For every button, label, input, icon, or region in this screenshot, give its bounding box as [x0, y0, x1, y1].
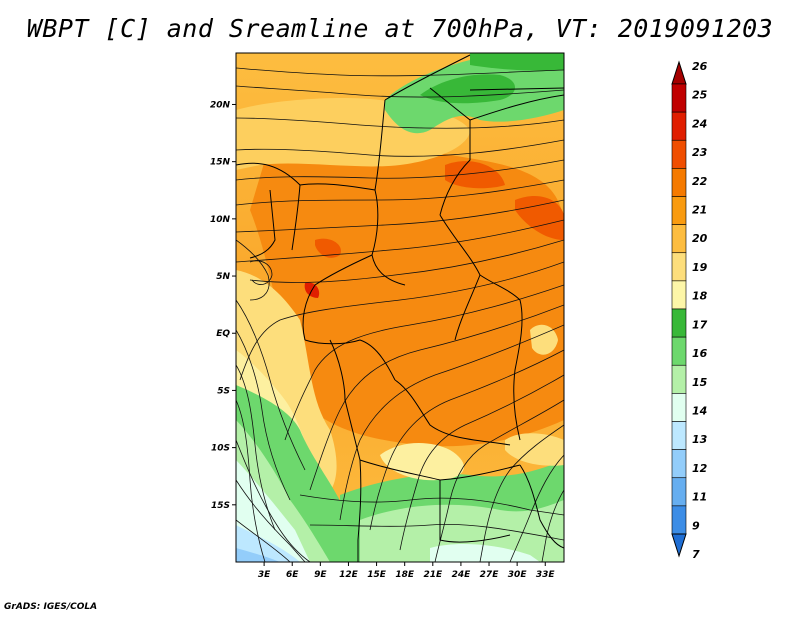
colorbar-swatch [671, 224, 687, 254]
colorbar: 26 25 24 23 22 21 20 19 18 17 16 15 14 13 12 11 9 7 [671, 60, 708, 561]
footer-credit: GrADS: IGES/COLA [4, 602, 98, 612]
lat-label: 20N [210, 100, 231, 110]
streamlines [236, 67, 564, 562]
colorbar-swatch [671, 280, 687, 310]
colorbar-swatch [671, 393, 687, 422]
colorbar-swatch [671, 336, 687, 366]
lon-label: 21E [423, 570, 443, 580]
lon-label: 30E [508, 570, 528, 580]
colorbar-label: 19 [692, 261, 708, 274]
colorbar-label: 13 [692, 433, 708, 446]
colorbar-label: 26 [692, 60, 708, 73]
lat-label: EQ [216, 329, 230, 339]
lat-label: 15N [210, 158, 231, 168]
map-title: WBPT [C] and Sreamline at 700hPa, VT: 20… [26, 14, 774, 43]
colorbar-swatch [671, 168, 687, 197]
country-borders [236, 54, 564, 562]
lon-label: 27E [480, 570, 500, 580]
colorbar-swatch [671, 83, 687, 113]
colorbar-label: 7 [692, 548, 700, 561]
wbpt-field [236, 53, 564, 562]
colorbar-swatch [671, 421, 687, 450]
colorbar-swatch [671, 139, 687, 169]
lon-label: 6E [286, 570, 299, 580]
lon-label: 24E [452, 570, 472, 580]
lon-label: 15E [367, 570, 387, 580]
colorbar-swatch [671, 477, 687, 507]
lat-label: 5N [216, 272, 230, 282]
lon-label: 12E [339, 570, 359, 580]
colorbar-swatch [671, 449, 687, 479]
colorbar-bottom-arrow [671, 533, 687, 558]
colorbar-swatch [671, 505, 687, 535]
colorbar-label: 11 [692, 491, 707, 504]
colorbar-swatch [671, 252, 687, 282]
colorbar-label: 22 [692, 175, 708, 188]
colorbar-label: 15 [692, 376, 708, 389]
lon-label: 18E [395, 570, 415, 580]
longitude-axis: 3E 6E 9E 12E 15E 18E 21E 24E 27E 30E 33E [258, 562, 556, 580]
colorbar-swatch [671, 364, 687, 394]
colorbar-label: 23 [692, 146, 708, 159]
colorbar-label: 18 [692, 290, 708, 303]
map-frame [235, 52, 565, 563]
colorbar-label: 20 [692, 232, 708, 245]
colorbar-swatch [671, 111, 687, 141]
latitude-axis: 20N 15N 10N 5N EQ 5S 10S 15S [210, 100, 236, 511]
lat-label: 5S [217, 386, 230, 396]
colorbar-label: 24 [692, 117, 707, 130]
colorbar-top-arrow [671, 60, 687, 85]
lon-label: 9E [314, 570, 327, 580]
colorbar-label: 17 [692, 318, 708, 331]
lon-label: 3E [258, 570, 271, 580]
lat-label: 15S [211, 501, 230, 511]
colorbar-swatch [671, 308, 687, 338]
lat-label: 10S [211, 444, 230, 454]
colorbar-label: 16 [692, 347, 708, 360]
colorbar-label: 14 [692, 404, 707, 417]
lon-label: 33E [536, 570, 556, 580]
colorbar-label: 12 [692, 462, 708, 475]
lat-label: 10N [210, 215, 231, 225]
colorbar-label: 21 [692, 204, 707, 217]
colorbar-label: 25 [692, 89, 708, 102]
colorbar-swatch [671, 196, 687, 225]
colorbar-label: 9 [692, 519, 700, 532]
